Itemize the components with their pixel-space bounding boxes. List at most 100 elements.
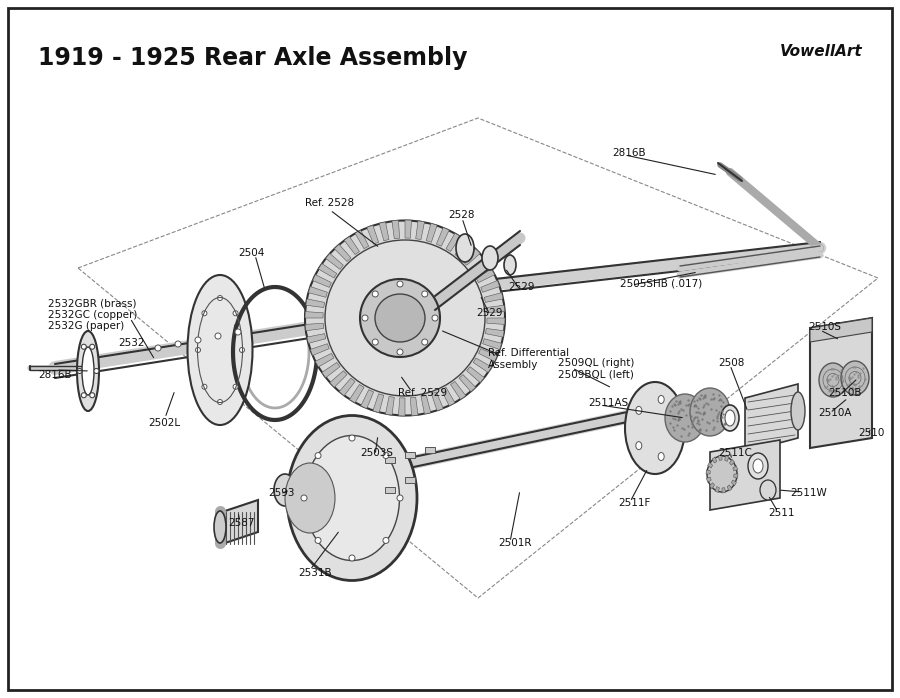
Ellipse shape (397, 349, 403, 355)
Ellipse shape (819, 363, 847, 397)
Polygon shape (349, 385, 364, 403)
Polygon shape (399, 398, 405, 416)
Polygon shape (355, 230, 369, 248)
Ellipse shape (274, 474, 296, 506)
Ellipse shape (77, 369, 82, 373)
Ellipse shape (375, 294, 425, 342)
Polygon shape (310, 343, 329, 355)
Ellipse shape (725, 410, 735, 426)
Polygon shape (718, 455, 722, 461)
Text: 2501R: 2501R (498, 538, 532, 548)
Text: VowellArt: VowellArt (779, 45, 862, 59)
Text: 2510: 2510 (858, 428, 885, 438)
Polygon shape (305, 323, 324, 331)
Polygon shape (309, 286, 328, 297)
Ellipse shape (81, 393, 86, 398)
Ellipse shape (456, 234, 474, 262)
Polygon shape (326, 253, 343, 269)
Ellipse shape (218, 399, 222, 405)
Ellipse shape (422, 291, 427, 297)
Ellipse shape (90, 344, 94, 349)
Polygon shape (379, 222, 389, 241)
Ellipse shape (432, 315, 438, 321)
Polygon shape (405, 220, 411, 238)
Text: 2505SHB (.017): 2505SHB (.017) (620, 278, 702, 288)
Text: Ref. Differential
Assembly: Ref. Differential Assembly (488, 348, 569, 370)
Polygon shape (312, 274, 331, 288)
Ellipse shape (382, 537, 389, 544)
Polygon shape (344, 237, 359, 255)
Text: 2587: 2587 (228, 518, 255, 528)
Polygon shape (339, 378, 356, 396)
Ellipse shape (202, 385, 207, 389)
Polygon shape (427, 223, 437, 242)
Ellipse shape (760, 480, 776, 500)
Ellipse shape (214, 511, 226, 543)
Ellipse shape (301, 495, 307, 501)
Polygon shape (486, 305, 505, 313)
Text: 2510A: 2510A (818, 408, 851, 418)
Polygon shape (392, 220, 400, 239)
Ellipse shape (635, 442, 642, 450)
Polygon shape (734, 474, 738, 478)
Polygon shape (732, 480, 736, 486)
Polygon shape (481, 281, 500, 292)
Ellipse shape (195, 337, 201, 343)
Polygon shape (421, 395, 431, 414)
Ellipse shape (665, 394, 705, 442)
Polygon shape (716, 487, 719, 493)
Polygon shape (706, 477, 711, 482)
Text: 2528: 2528 (448, 210, 474, 220)
Ellipse shape (672, 424, 678, 432)
Polygon shape (334, 244, 351, 262)
Polygon shape (405, 452, 415, 458)
Ellipse shape (315, 537, 321, 544)
Polygon shape (463, 248, 481, 265)
Polygon shape (709, 483, 715, 489)
Ellipse shape (233, 311, 238, 315)
Polygon shape (319, 264, 337, 278)
Text: 2502L: 2502L (148, 418, 180, 428)
Ellipse shape (325, 240, 485, 396)
Polygon shape (410, 397, 419, 416)
Polygon shape (482, 339, 501, 350)
Ellipse shape (305, 221, 505, 415)
Ellipse shape (504, 255, 516, 275)
Ellipse shape (94, 369, 99, 373)
Ellipse shape (397, 495, 403, 501)
Polygon shape (385, 487, 395, 493)
Ellipse shape (373, 339, 378, 345)
Polygon shape (451, 382, 466, 399)
Polygon shape (479, 348, 498, 362)
Polygon shape (467, 366, 484, 383)
Ellipse shape (349, 555, 355, 561)
Text: 2532GBR (brass)
2532GC (copper)
2532G (paper): 2532GBR (brass) 2532GC (copper) 2532G (p… (48, 298, 138, 331)
Text: 1919 - 1925 Rear Axle Assembly: 1919 - 1925 Rear Axle Assembly (38, 46, 467, 70)
Ellipse shape (239, 348, 245, 352)
Ellipse shape (707, 456, 737, 492)
Ellipse shape (175, 341, 181, 347)
Text: 2531B: 2531B (298, 568, 331, 578)
Text: 2816B: 2816B (612, 148, 645, 158)
Ellipse shape (635, 406, 642, 415)
Polygon shape (487, 318, 505, 325)
Text: 2509QL (right)
2509BQL (left): 2509QL (right) 2509BQL (left) (558, 358, 634, 380)
Polygon shape (484, 292, 503, 302)
Ellipse shape (233, 385, 238, 389)
Ellipse shape (482, 246, 498, 270)
Polygon shape (431, 392, 444, 411)
Polygon shape (385, 457, 395, 463)
Text: Ref. 2528: Ref. 2528 (305, 198, 354, 208)
Ellipse shape (422, 339, 427, 345)
Polygon shape (810, 318, 872, 342)
Ellipse shape (195, 348, 201, 352)
Text: 2529: 2529 (476, 308, 502, 318)
Text: 2503S: 2503S (360, 448, 393, 458)
Ellipse shape (218, 295, 222, 301)
Polygon shape (315, 353, 334, 367)
Ellipse shape (625, 382, 685, 474)
Text: 2593: 2593 (268, 488, 294, 498)
Ellipse shape (791, 392, 805, 430)
Ellipse shape (90, 393, 94, 398)
Polygon shape (459, 375, 476, 392)
